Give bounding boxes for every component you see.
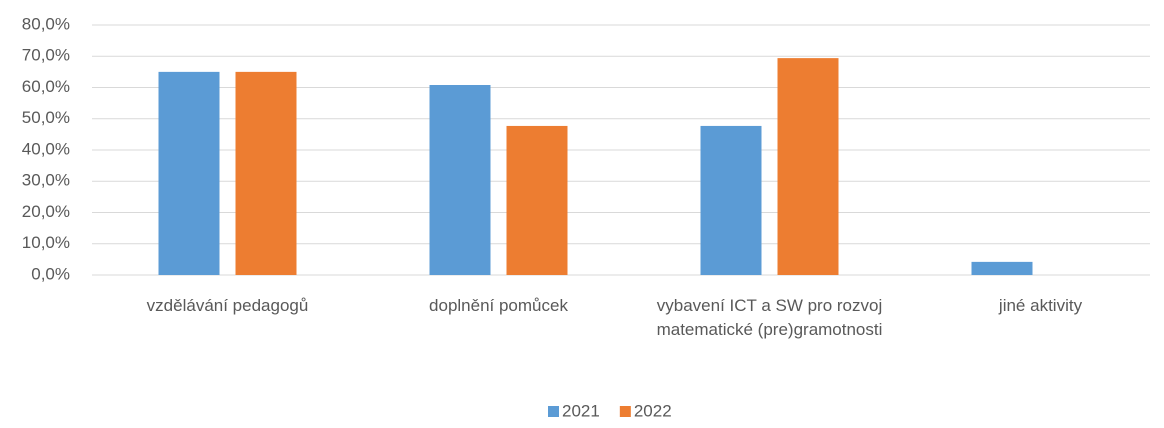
y-tick-label: 30,0% [22,171,70,190]
bar [971,261,1033,275]
y-tick-label: 80,0% [22,14,70,33]
x-tick-label: doplnění pomůcek [429,296,568,315]
legend-swatch [548,406,559,417]
x-tick-label: vzdělávání pedagogů [146,296,309,315]
bar [700,125,762,275]
legend-label: 2022 [634,401,672,420]
y-tick-label: 50,0% [22,108,70,127]
y-tick-label: 10,0% [22,233,70,252]
bar [429,85,491,275]
y-tick-label: 60,0% [22,77,70,96]
y-tick-label: 40,0% [22,139,70,158]
y-tick-label: 0,0% [31,264,70,283]
legend-swatch [619,406,631,417]
y-tick-label: 20,0% [22,202,70,221]
bar [506,125,568,275]
bar [158,71,220,275]
x-tick-label: jiné aktivity [998,296,1083,315]
y-tick-label: 70,0% [22,46,70,65]
bar [235,71,297,275]
bar [777,58,839,275]
x-tick-label: vybavení ICT a SW pro rozvoj matematické… [656,296,883,339]
legend-label: 2021 [562,401,600,420]
